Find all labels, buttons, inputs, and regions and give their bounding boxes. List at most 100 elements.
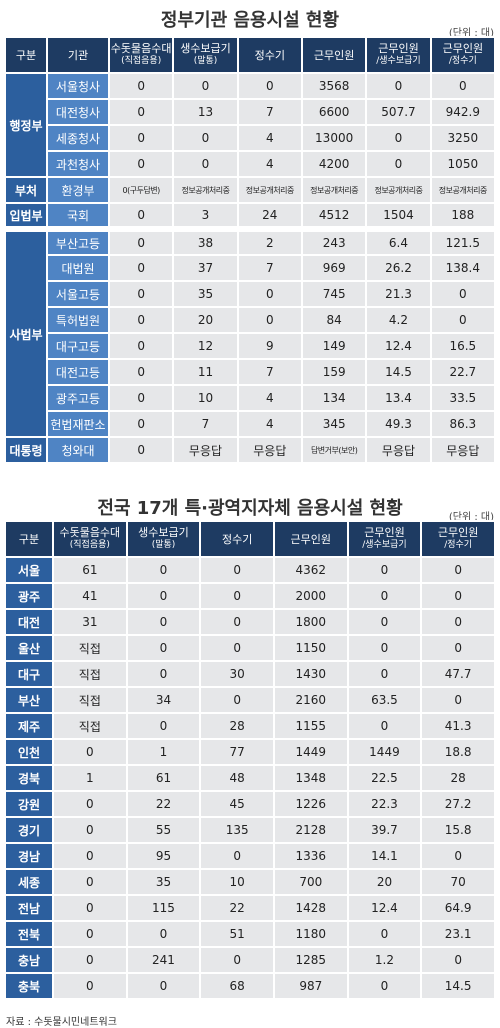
row: 대통령 청와대 0 무응답 무응답 답변거부(보안) 무응답 무응답 (4, 436, 497, 464)
row: 강원 0 22 45 1226 22.3 27.2 (4, 790, 496, 818)
cell: 7 (236, 254, 303, 282)
row: 대전청사 0 13 7 6600 507.7 942.9 (5, 98, 497, 126)
cell: 답변거부(보안) (300, 436, 368, 464)
cell: 16.5 (429, 332, 497, 360)
row: 서울 61 0 0 4362 0 0 (4, 556, 496, 584)
cell: 1180 (272, 920, 349, 948)
cell: 0 (172, 72, 239, 100)
cell: 61 (52, 556, 128, 584)
cell: 63.5 (346, 686, 423, 714)
cell: 47.7 (420, 660, 496, 688)
cell: 0 (420, 842, 496, 870)
cell: 무응답 (365, 436, 432, 464)
cell: 0 (107, 124, 175, 152)
cell: 1 (125, 738, 202, 766)
cell: 2128 (272, 816, 349, 844)
row: 행정부 서울청사 0 0 0 3568 0 0 (4, 72, 497, 178)
cell: 3568 (300, 72, 368, 100)
region-label: 대전 (4, 608, 54, 636)
header-cell: 정수기 (236, 36, 303, 74)
org-label: 대전고등 (46, 358, 110, 386)
cell: 0 (199, 582, 275, 610)
org-label: 대전청사 (46, 98, 110, 126)
group-label: 부처 (4, 176, 48, 204)
cell: 0 (346, 712, 423, 740)
cell: 0 (236, 306, 303, 334)
cell: 10 (199, 868, 275, 896)
header-cell: 근무인원/생수보급기 (365, 36, 432, 74)
row: 광주고등 0 10 4 134 13.4 33.5 (5, 384, 497, 412)
title: 전국 17개 특·광역지자체 음용시설 현황 (97, 498, 403, 519)
cell: 0 (346, 972, 423, 1000)
header-cell: 생수보급기 (말통) (125, 520, 202, 558)
cell: 무응답 (429, 436, 497, 464)
cell: 35 (172, 280, 239, 308)
cell: 4512 (300, 202, 368, 230)
cell: 0 (52, 816, 128, 844)
cell: 6.4 (365, 226, 432, 256)
region-label: 인천 (4, 738, 54, 766)
cell: 26.2 (365, 254, 432, 282)
cell: 0 (107, 254, 175, 282)
cell: 20 (346, 868, 423, 896)
cell: 11 (172, 358, 239, 386)
org-label: 국회 (46, 202, 110, 230)
cell: 28 (420, 764, 496, 792)
header-text: 구분 (15, 48, 37, 62)
cell: 0 (346, 582, 423, 610)
row: 입법부 국회 0 3 24 4512 1504 188 (4, 202, 497, 230)
row: 인천 0 1 77 1449 1449 18.8 (4, 738, 496, 766)
cell: 0 (199, 556, 275, 584)
cell: 35 (125, 868, 202, 896)
cell: 20 (172, 306, 239, 334)
cell: 13000 (300, 124, 368, 152)
header-text: 근무인원 (378, 42, 419, 55)
cell: 1428 (272, 894, 349, 922)
source: 자료 : 수돗물시민네트워크 (6, 1017, 117, 1028)
region-label: 세종 (4, 868, 54, 896)
cell: 0 (125, 582, 202, 610)
header-text: 근무인원 (364, 526, 405, 539)
header-text: /생수보급기 (362, 540, 407, 550)
cell: 0 (420, 608, 496, 636)
cell: 0 (125, 712, 202, 740)
group-label: 사법부 (4, 226, 48, 438)
cell: 0 (346, 660, 423, 688)
cell: 1430 (272, 660, 349, 688)
row: 대전고등 0 11 7 159 14.5 22.7 (5, 358, 497, 386)
region-label: 울산 (4, 634, 54, 662)
row: 세종 0 35 10 700 20 70 (4, 868, 496, 896)
cell: 0 (52, 920, 128, 948)
cell: 149 (300, 332, 368, 360)
cell: 0 (420, 946, 496, 974)
org-label: 세종청사 (46, 124, 110, 152)
header-cell: 구분 (4, 520, 54, 558)
cell: 24 (236, 202, 303, 230)
header-text: 근무인원 (442, 42, 484, 55)
org-label: 서울고등 (46, 280, 110, 308)
cell: 직접 (52, 712, 128, 740)
cell: 0 (52, 946, 128, 974)
cell: 4200 (300, 150, 368, 178)
cell: 345 (300, 410, 368, 438)
cell: 12.4 (346, 894, 423, 922)
cell: 1449 (272, 738, 349, 766)
cell: 0 (429, 280, 497, 308)
cell: 745 (300, 280, 368, 308)
org-label: 특허법원 (46, 306, 110, 334)
region-label: 제주 (4, 712, 54, 740)
org-label: 부산고등 (46, 226, 110, 256)
header-cell: 구분 (4, 36, 48, 74)
org-label: 환경부 (46, 176, 110, 204)
cell: 0 (429, 306, 497, 334)
cell: 0 (107, 226, 175, 256)
cell: 0 (346, 920, 423, 948)
cell: 22.3 (346, 790, 423, 818)
cell: 77 (199, 738, 275, 766)
header-text: (직접음용) (121, 56, 162, 66)
cell: 45 (199, 790, 275, 818)
cell: 0 (172, 150, 239, 178)
cell: 61 (125, 764, 202, 792)
cell: 14.5 (420, 972, 496, 1000)
